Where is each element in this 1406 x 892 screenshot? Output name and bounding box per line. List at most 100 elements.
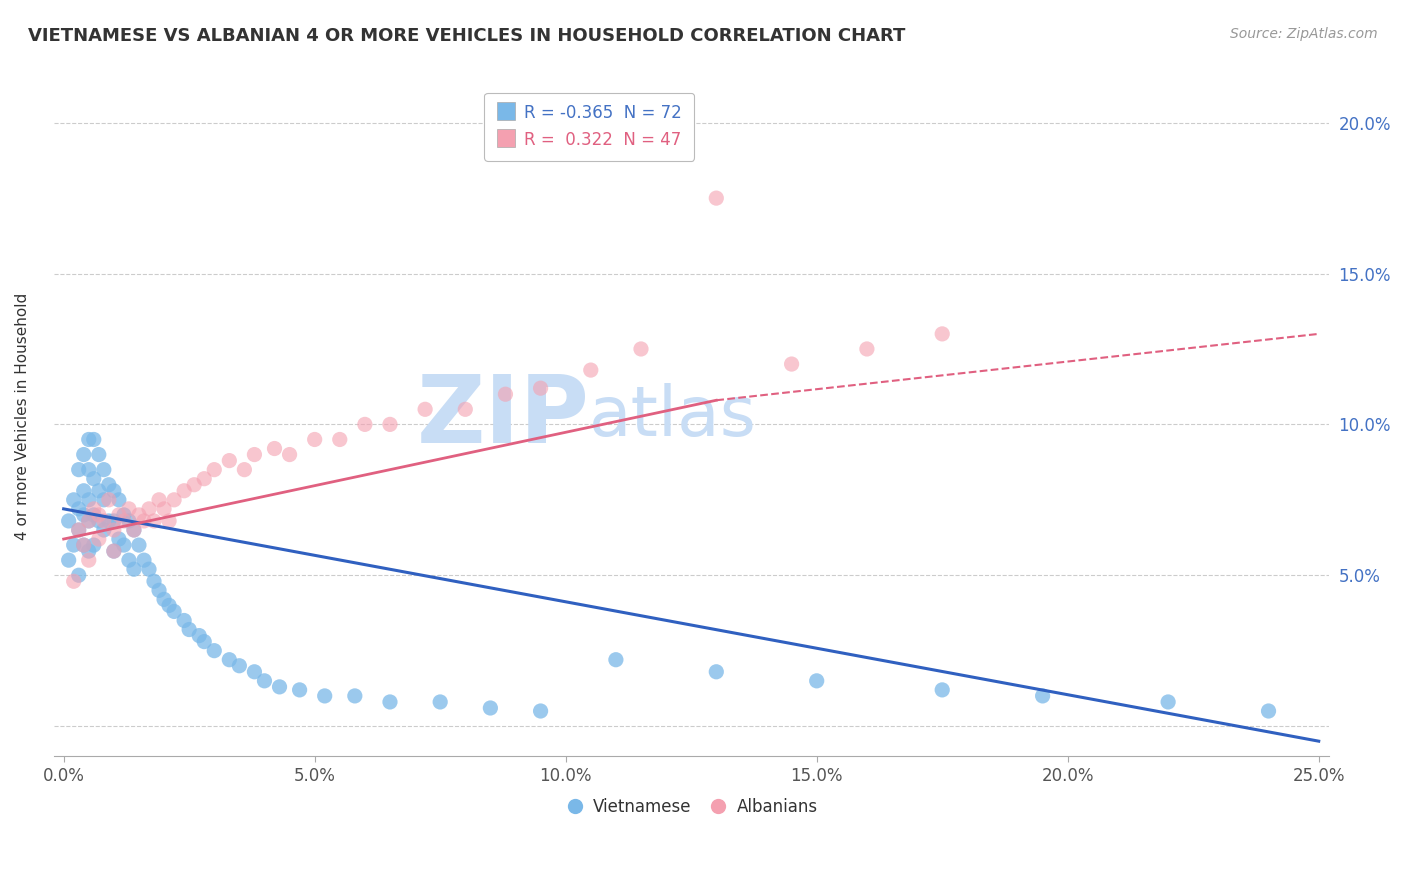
- Point: [153, 501, 176, 516]
- Point: [157, 514, 180, 528]
- Point: [780, 357, 803, 371]
- Point: [233, 463, 256, 477]
- Point: [529, 704, 551, 718]
- Point: [62, 492, 84, 507]
- Point: [118, 514, 141, 528]
- Point: [128, 538, 150, 552]
- Point: [148, 583, 170, 598]
- Point: [263, 442, 285, 456]
- Point: [83, 501, 105, 516]
- Text: ZIP: ZIP: [416, 371, 589, 463]
- Point: [138, 501, 160, 516]
- Point: [67, 523, 90, 537]
- Point: [218, 653, 240, 667]
- Point: [87, 532, 110, 546]
- Point: [67, 463, 90, 477]
- Point: [704, 665, 727, 679]
- Point: [103, 523, 125, 537]
- Point: [218, 453, 240, 467]
- Point: [58, 553, 80, 567]
- Point: [278, 448, 301, 462]
- Point: [179, 623, 201, 637]
- Point: [83, 538, 105, 552]
- Point: [354, 417, 377, 432]
- Point: [1257, 704, 1279, 718]
- Point: [479, 701, 502, 715]
- Point: [77, 514, 100, 528]
- Point: [138, 562, 160, 576]
- Point: [103, 544, 125, 558]
- Point: [108, 508, 131, 522]
- Point: [62, 538, 84, 552]
- Point: [494, 387, 516, 401]
- Point: [343, 689, 366, 703]
- Point: [579, 363, 602, 377]
- Point: [112, 538, 135, 552]
- Point: [93, 463, 115, 477]
- Point: [153, 592, 176, 607]
- Point: [704, 191, 727, 205]
- Point: [269, 680, 291, 694]
- Point: [529, 381, 551, 395]
- Point: [87, 514, 110, 528]
- Point: [103, 483, 125, 498]
- Point: [128, 508, 150, 522]
- Point: [93, 514, 115, 528]
- Point: [122, 562, 145, 576]
- Point: [630, 342, 652, 356]
- Point: [122, 523, 145, 537]
- Point: [73, 508, 96, 522]
- Point: [108, 492, 131, 507]
- Point: [253, 673, 276, 688]
- Point: [1032, 689, 1054, 703]
- Point: [73, 538, 96, 552]
- Point: [77, 544, 100, 558]
- Point: [77, 553, 100, 567]
- Point: [378, 695, 401, 709]
- Point: [132, 514, 155, 528]
- Point: [93, 492, 115, 507]
- Point: [243, 448, 266, 462]
- Point: [67, 568, 90, 582]
- Point: [73, 538, 96, 552]
- Point: [228, 658, 250, 673]
- Point: [118, 553, 141, 567]
- Point: [103, 544, 125, 558]
- Point: [93, 523, 115, 537]
- Point: [163, 604, 186, 618]
- Point: [143, 574, 166, 589]
- Text: VIETNAMESE VS ALBANIAN 4 OR MORE VEHICLES IN HOUSEHOLD CORRELATION CHART: VIETNAMESE VS ALBANIAN 4 OR MORE VEHICLE…: [28, 27, 905, 45]
- Point: [112, 514, 135, 528]
- Point: [67, 523, 90, 537]
- Point: [193, 472, 215, 486]
- Text: Source: ZipAtlas.com: Source: ZipAtlas.com: [1230, 27, 1378, 41]
- Point: [73, 483, 96, 498]
- Point: [77, 433, 100, 447]
- Point: [87, 483, 110, 498]
- Point: [77, 463, 100, 477]
- Point: [143, 514, 166, 528]
- Point: [605, 653, 627, 667]
- Point: [87, 448, 110, 462]
- Point: [157, 599, 180, 613]
- Point: [454, 402, 477, 417]
- Point: [97, 492, 120, 507]
- Point: [103, 514, 125, 528]
- Point: [83, 508, 105, 522]
- Point: [931, 682, 953, 697]
- Point: [329, 433, 352, 447]
- Point: [83, 433, 105, 447]
- Point: [97, 514, 120, 528]
- Point: [97, 477, 120, 491]
- Point: [1157, 695, 1180, 709]
- Point: [173, 614, 195, 628]
- Text: atlas: atlas: [589, 384, 756, 450]
- Point: [73, 448, 96, 462]
- Point: [202, 643, 225, 657]
- Point: [58, 514, 80, 528]
- Point: [62, 574, 84, 589]
- Point: [87, 508, 110, 522]
- Point: [193, 634, 215, 648]
- Point: [243, 665, 266, 679]
- Point: [118, 501, 141, 516]
